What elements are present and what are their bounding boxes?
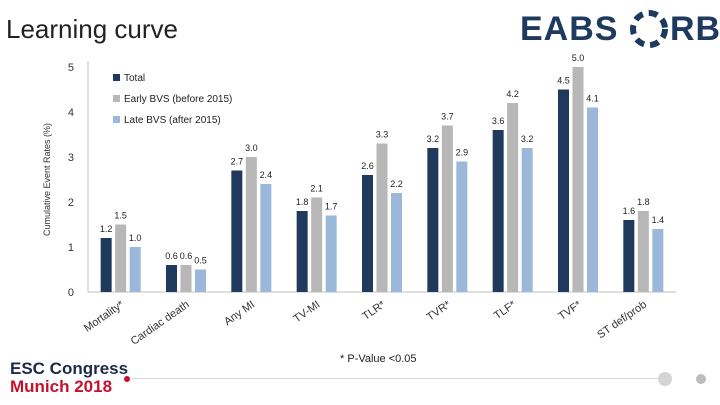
x-tick-label: TLF* <box>492 298 519 322</box>
y-tick-label: 4 <box>68 107 74 119</box>
bar-value-label: 3.2 <box>427 134 440 144</box>
bar-value-label: 0.6 <box>165 251 178 261</box>
x-tick-label: ST def/prob <box>595 299 649 342</box>
legend-swatch <box>113 116 120 123</box>
bar-value-label: 4.5 <box>557 76 570 86</box>
bar-value-label: 1.8 <box>637 197 650 207</box>
legend-label: Late BVS (after 2015) <box>124 115 221 126</box>
bar-value-label: 4.2 <box>506 89 519 99</box>
bar-value-label: 1.6 <box>623 206 636 216</box>
bar <box>637 211 649 292</box>
y-tick-label: 0 <box>68 287 74 299</box>
congress-name: ESC Congress <box>10 359 129 378</box>
bar <box>100 238 112 292</box>
bar <box>231 170 243 292</box>
x-tick-label: TV-MI <box>291 299 322 326</box>
bar-value-label: 3.3 <box>376 130 389 140</box>
bar-value-label: 3.6 <box>492 116 505 126</box>
bar-value-label: 0.5 <box>194 256 207 266</box>
bar <box>260 184 272 292</box>
bar-value-label: 4.1 <box>586 94 599 104</box>
bar <box>166 265 177 292</box>
bar <box>129 247 141 292</box>
bar <box>245 157 257 292</box>
bar <box>492 130 504 292</box>
bar <box>296 211 308 292</box>
congress-dot-icon <box>124 376 130 382</box>
bar-value-label: 1.8 <box>296 197 309 207</box>
y-tick-label: 3 <box>68 152 74 164</box>
bar <box>587 107 598 292</box>
chart-bars <box>100 67 664 292</box>
chart-data-labels: 1.21.51.00.6 0.6 0.52.73.02.41.82.11.72.63… <box>100 53 664 266</box>
bar-value-label: 1.7 <box>325 202 338 212</box>
bar-value-label: 2.2 <box>390 179 403 189</box>
x-tick-label: TLR* <box>360 298 388 323</box>
bar-value-label: 2.9 <box>456 148 469 158</box>
footnote: * P-Value <0.05 <box>340 353 417 365</box>
bar-value-label: 3.7 <box>441 112 454 122</box>
footer-divider <box>132 378 660 379</box>
bar <box>427 148 439 292</box>
chart-legend: Total Early BVS (before 2015) Late BVS (af… <box>113 73 232 126</box>
y-tick-label: 1 <box>68 242 74 254</box>
congress-branding: ESC Congress Munich 2018 <box>10 360 128 396</box>
bar-value-label: 1.0 <box>129 233 142 243</box>
bar <box>623 220 635 292</box>
logo-ring-icon <box>630 10 668 48</box>
congress-location: Munich 2018 <box>10 377 113 396</box>
bar-value-label: 1.4 <box>652 215 665 225</box>
bar-value-label: 2.4 <box>260 170 273 180</box>
bar <box>115 224 127 292</box>
eabs-rbc-logo: EABS RBC <box>520 6 720 52</box>
bar <box>391 193 402 292</box>
bar <box>652 229 664 292</box>
legend-swatch <box>113 74 120 81</box>
legend-swatch <box>113 95 120 102</box>
bar-value-label: 2.7 <box>231 157 244 167</box>
legend-label: Total <box>124 73 145 84</box>
slide-title: Learning curve <box>6 14 178 44</box>
legend-label: Early BVS (before 2015) <box>124 94 232 105</box>
bar <box>558 89 569 292</box>
bar-value-label: 3.0 <box>245 143 258 153</box>
x-tick-label: Any MI <box>222 299 257 328</box>
y-axis-title: Cumulative Event Rates (%) <box>42 123 52 236</box>
bar-value-label: 2.6 <box>361 161 374 171</box>
logo-text-left: EABS <box>520 10 619 48</box>
bar-value-label: 3.2 <box>521 134 534 144</box>
bar <box>507 103 519 292</box>
x-tick-label: Mortality* <box>82 298 127 335</box>
bar <box>521 148 533 292</box>
x-tick-label: TVF* <box>556 298 584 323</box>
x-tick-label: Cardiac death <box>129 299 192 348</box>
y-tick-label: 2 <box>68 197 74 209</box>
bar <box>311 197 323 292</box>
bar <box>325 215 337 292</box>
bar <box>376 143 388 292</box>
y-tick-label: 5 <box>68 62 74 74</box>
nav-dot-icon <box>658 372 672 386</box>
bar-value-label: 0.6 <box>180 251 193 261</box>
bar <box>180 265 192 292</box>
nav-dot-small-icon <box>696 374 706 384</box>
bar-value-label: 5.0 <box>572 53 585 63</box>
bar-value-label: 2.1 <box>310 184 323 194</box>
bar <box>441 125 453 292</box>
bar-value-label: 1.2 <box>100 224 113 234</box>
bar <box>362 175 373 292</box>
bar-value-label: 1.5 <box>114 211 127 221</box>
logo-text-right: RBC <box>670 10 720 48</box>
bar <box>195 269 206 292</box>
x-tick-label: TVR* <box>425 298 454 323</box>
bar-chart: 0 1 2 3 4 5 Cumulative Event Rates (%) Mortalit… <box>42 53 676 348</box>
bar <box>572 67 584 292</box>
bar <box>456 161 468 292</box>
